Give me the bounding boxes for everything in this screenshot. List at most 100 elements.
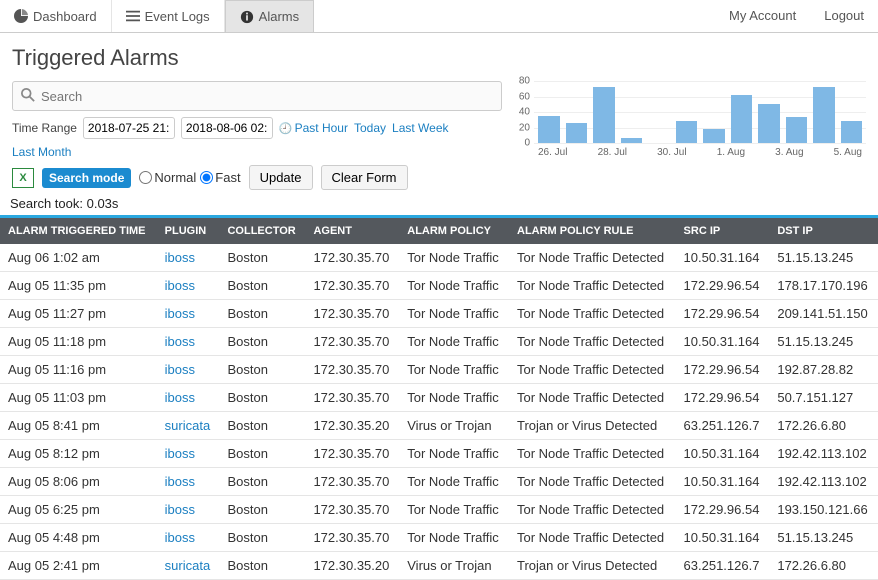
nav-logout[interactable]: Logout bbox=[810, 0, 878, 32]
chart-bars bbox=[534, 81, 866, 143]
table-cell: Tor Node Traffic Detected bbox=[509, 272, 676, 300]
table-column-header[interactable]: ALARM TRIGGERED TIME bbox=[0, 217, 157, 245]
table-cell: 172.30.35.70 bbox=[305, 244, 399, 272]
plugin-link[interactable]: iboss bbox=[157, 524, 220, 552]
plugin-link[interactable]: iboss bbox=[157, 440, 220, 468]
table-cell: Aug 05 8:06 pm bbox=[0, 468, 157, 496]
table-row[interactable]: Aug 05 11:18 pmibossBoston172.30.35.70To… bbox=[0, 328, 878, 356]
chart-x-label: 5. Aug bbox=[834, 147, 862, 161]
chart-bar[interactable] bbox=[566, 123, 588, 143]
quick-last-month[interactable]: Last Month bbox=[12, 145, 71, 159]
table-cell: 10.50.31.164 bbox=[676, 244, 770, 272]
chart-bar[interactable] bbox=[731, 95, 753, 143]
chart-bar[interactable] bbox=[841, 121, 863, 143]
table-row[interactable]: Aug 05 2:41 pmsuricataBoston172.30.35.20… bbox=[0, 552, 878, 580]
table-cell: Boston bbox=[219, 468, 305, 496]
search-input[interactable] bbox=[41, 89, 493, 104]
table-cell: Boston bbox=[219, 552, 305, 580]
table-column-header[interactable]: SRC IP bbox=[676, 217, 770, 245]
table-header: ALARM TRIGGERED TIMEPLUGINCOLLECTORAGENT… bbox=[0, 217, 878, 245]
table-cell: 192.42.113.102 bbox=[769, 440, 878, 468]
chart-bar[interactable] bbox=[593, 87, 615, 143]
time-range-label: Time Range bbox=[12, 121, 77, 135]
table-cell: 10.50.31.164 bbox=[676, 524, 770, 552]
plugin-link[interactable]: iboss bbox=[157, 244, 220, 272]
search-took-label: Search took: 0.03s bbox=[0, 190, 878, 215]
table-row[interactable]: Aug 06 1:02 amibossBoston172.30.35.70Tor… bbox=[0, 244, 878, 272]
plugin-link[interactable]: iboss bbox=[157, 468, 220, 496]
quick-today[interactable]: Today bbox=[354, 121, 386, 135]
quick-past-hour[interactable]: Past Hour bbox=[279, 121, 348, 135]
chart-bar[interactable] bbox=[538, 116, 560, 143]
table-cell: 172.29.96.54 bbox=[676, 496, 770, 524]
search-box[interactable] bbox=[12, 81, 502, 111]
table-cell: Tor Node Traffic Detected bbox=[509, 356, 676, 384]
export-excel-icon[interactable]: X bbox=[12, 168, 34, 188]
table-cell: 51.15.13.245 bbox=[769, 244, 878, 272]
time-range-row: Time Range Past Hour Today Last Week Las… bbox=[12, 117, 502, 159]
chart-bar[interactable] bbox=[676, 121, 698, 143]
table-cell: 63.251.126.7 bbox=[676, 412, 770, 440]
mode-fast[interactable]: Fast bbox=[200, 170, 240, 185]
plugin-link[interactable]: iboss bbox=[157, 496, 220, 524]
nav-label: Alarms bbox=[259, 9, 299, 24]
table-row[interactable]: Aug 05 6:25 pmibossBoston172.30.35.70Tor… bbox=[0, 496, 878, 524]
table-cell: Tor Node Traffic bbox=[399, 384, 509, 412]
table-cell: Boston bbox=[219, 272, 305, 300]
table-column-header[interactable]: PLUGIN bbox=[157, 217, 220, 245]
nav-my-account[interactable]: My Account bbox=[715, 0, 810, 32]
table-cell: Aug 05 11:35 pm bbox=[0, 272, 157, 300]
table-cell: 172.30.35.70 bbox=[305, 440, 399, 468]
table-cell: Aug 05 6:25 pm bbox=[0, 496, 157, 524]
plugin-link[interactable]: iboss bbox=[157, 384, 220, 412]
table-row[interactable]: Aug 05 8:12 pmibossBoston172.30.35.70Tor… bbox=[0, 440, 878, 468]
chart-bar[interactable] bbox=[621, 138, 643, 143]
list-icon bbox=[126, 9, 140, 23]
update-button[interactable]: Update bbox=[249, 165, 313, 190]
table-column-header[interactable]: ALARM POLICY RULE bbox=[509, 217, 676, 245]
plugin-link[interactable]: iboss bbox=[157, 328, 220, 356]
table-cell: 172.30.35.70 bbox=[305, 496, 399, 524]
mode-normal[interactable]: Normal bbox=[139, 170, 196, 185]
table-row[interactable]: Aug 05 11:16 pmibossBoston172.30.35.70To… bbox=[0, 356, 878, 384]
table-cell: Virus or Trojan bbox=[399, 552, 509, 580]
nav-event-logs[interactable]: Event Logs bbox=[112, 0, 225, 32]
clear-form-button[interactable]: Clear Form bbox=[321, 165, 408, 190]
chart-bar[interactable] bbox=[758, 104, 780, 143]
nav-dashboard[interactable]: Dashboard bbox=[0, 0, 112, 32]
table-cell: 172.30.35.70 bbox=[305, 524, 399, 552]
table-column-header[interactable]: AGENT bbox=[305, 217, 399, 245]
plugin-link[interactable]: iboss bbox=[157, 272, 220, 300]
table-column-header[interactable]: COLLECTOR bbox=[219, 217, 305, 245]
chart-bar[interactable] bbox=[786, 117, 808, 143]
chart-bar[interactable] bbox=[703, 129, 725, 143]
alarms-table: ALARM TRIGGERED TIMEPLUGINCOLLECTORAGENT… bbox=[0, 215, 878, 580]
table-row[interactable]: Aug 05 11:35 pmibossBoston172.30.35.70To… bbox=[0, 272, 878, 300]
table-cell: Aug 05 4:48 pm bbox=[0, 524, 157, 552]
plugin-link[interactable]: iboss bbox=[157, 300, 220, 328]
plugin-link[interactable]: iboss bbox=[157, 356, 220, 384]
info-icon bbox=[240, 10, 254, 24]
time-range-to[interactable] bbox=[181, 117, 273, 139]
table-row[interactable]: Aug 05 4:48 pmibossBoston172.30.35.70Tor… bbox=[0, 524, 878, 552]
table-row[interactable]: Aug 05 11:03 pmibossBoston172.30.35.70To… bbox=[0, 384, 878, 412]
table-row[interactable]: Aug 05 11:27 pmibossBoston172.30.35.70To… bbox=[0, 300, 878, 328]
table-cell: Tor Node Traffic Detected bbox=[509, 524, 676, 552]
table-cell: Tor Node Traffic Detected bbox=[509, 300, 676, 328]
table-row[interactable]: Aug 05 8:06 pmibossBoston172.30.35.70Tor… bbox=[0, 468, 878, 496]
table-column-header[interactable]: DST IP bbox=[769, 217, 878, 245]
table-cell: Tor Node Traffic bbox=[399, 496, 509, 524]
table-row[interactable]: Aug 05 8:41 pmsuricataBoston172.30.35.20… bbox=[0, 412, 878, 440]
plugin-link[interactable]: suricata bbox=[157, 412, 220, 440]
time-range-from[interactable] bbox=[83, 117, 175, 139]
nav-label: Dashboard bbox=[33, 9, 97, 24]
nav-alarms[interactable]: Alarms bbox=[225, 0, 314, 32]
table-cell: 172.30.35.20 bbox=[305, 552, 399, 580]
table-cell: 172.30.35.70 bbox=[305, 356, 399, 384]
plugin-link[interactable]: suricata bbox=[157, 552, 220, 580]
table-column-header[interactable]: ALARM POLICY bbox=[399, 217, 509, 245]
table-cell: 172.26.6.80 bbox=[769, 412, 878, 440]
chart-bar[interactable] bbox=[813, 87, 835, 143]
table-cell: Tor Node Traffic Detected bbox=[509, 440, 676, 468]
quick-last-week[interactable]: Last Week bbox=[392, 121, 448, 135]
